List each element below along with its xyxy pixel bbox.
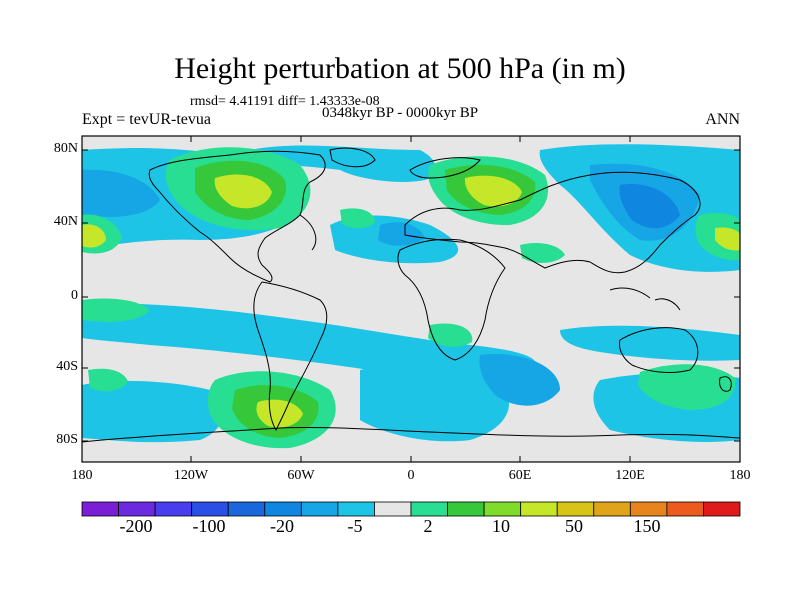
y-tick-80n: 80N (53, 141, 78, 156)
y-tick-80s: 80S (56, 432, 78, 447)
season-label: ANN (705, 111, 740, 128)
colorbar-label: 50 (565, 516, 583, 536)
colorbar (81, 501, 741, 517)
colorbar-swatch (410, 501, 448, 517)
x-tick-120w: 120W (173, 468, 209, 483)
maritime-continent (609, 287, 681, 311)
contour-neg-atl-core (378, 222, 425, 246)
colorbar-swatch (337, 501, 375, 517)
colorbar-label: -5 (347, 516, 363, 536)
x-tick-180e: 180 (729, 468, 751, 483)
colorbar-label: -200 (119, 516, 153, 536)
contour-pos-e-edge-core (715, 227, 740, 251)
contour-pos-arabia (520, 243, 565, 263)
colorbar-swatch (227, 501, 266, 517)
greenland-edge (299, 214, 317, 251)
colorbar-label: 2 (423, 516, 433, 536)
colorbar-swatch (593, 501, 631, 517)
colorbar-swatch (666, 501, 704, 517)
coastlines (82, 147, 740, 443)
north-america-outline (148, 150, 326, 283)
contour-pos-europe-core (464, 175, 522, 207)
contour-pos-se-pac (638, 364, 736, 410)
contour-neg-asia-core (619, 184, 680, 229)
plot-title: Height perturbation at 500 hPa (in m) (174, 52, 626, 85)
colorbar-swatch (264, 501, 302, 517)
contour-pos-s-atl-core (256, 399, 303, 428)
contour-pos-w-edge-core (82, 224, 106, 248)
antarctica-coast (82, 426, 740, 443)
colorbar-swatch (447, 501, 485, 517)
y-tick-40n: 40N (53, 214, 78, 229)
africa-outline (397, 238, 506, 361)
contour-neg-s-ind-core (479, 354, 560, 406)
colorbar-swatch (483, 501, 522, 517)
contour-neg-south-band (82, 303, 537, 386)
axis-ticks (81, 136, 741, 462)
contour-neg-indian (560, 325, 740, 361)
colorbar-label: 10 (492, 516, 510, 536)
colorbar-label: -100 (192, 516, 226, 536)
x-tick-180w: 180 (71, 468, 93, 483)
colorbar-label: 150 (633, 516, 661, 536)
contour-pos-sw-small (88, 368, 128, 392)
y-tick-0: 0 (71, 288, 78, 303)
colorbar-swatch (191, 501, 229, 517)
new-zealand-outline (719, 376, 732, 392)
contour-pos-na-core (214, 174, 272, 209)
greenland-outline (329, 147, 376, 168)
colorbar-swatch (520, 501, 558, 517)
scandinavia-outline (409, 157, 481, 179)
australia-outline (619, 327, 699, 373)
colorbar-swatch (118, 501, 156, 517)
colorbar-swatch (374, 501, 412, 517)
contour-neg-sw-pac (82, 380, 223, 443)
eurasia-outline (404, 171, 701, 274)
contour-field (82, 136, 740, 462)
south-america-outline (253, 281, 328, 432)
stats-line: rmsd= 4.41191 diff= 1.43333e-08 (190, 94, 380, 109)
colorbar-swatch (81, 501, 119, 517)
colorbar-label: -20 (270, 516, 294, 536)
x-tick-60w: 60W (287, 468, 315, 483)
x-tick-120e: 120E (615, 468, 645, 483)
contour-neg-s-atl (360, 365, 509, 442)
contour-neg-pac-w (82, 169, 160, 217)
colorbar-swatch (300, 501, 339, 517)
colorbar-swatch (556, 501, 595, 517)
colorbar-swatch (703, 501, 741, 517)
x-tick-60e: 60E (508, 468, 532, 483)
colorbar-swatch (154, 501, 193, 517)
contour-pos-s-africa (428, 323, 473, 347)
experiment-label: Expt = tevUR-tevua (82, 111, 211, 128)
contour-neg-arctic (250, 145, 436, 182)
x-tick-0: 0 (407, 468, 415, 483)
contour-pos-atl-small (340, 208, 375, 229)
colorbar-swatch (629, 501, 668, 517)
y-tick-40s: 40S (56, 359, 78, 374)
contour-pos-eq-w (82, 298, 150, 322)
period-label: 0348kyr BP - 0000kyr BP (321, 105, 479, 121)
